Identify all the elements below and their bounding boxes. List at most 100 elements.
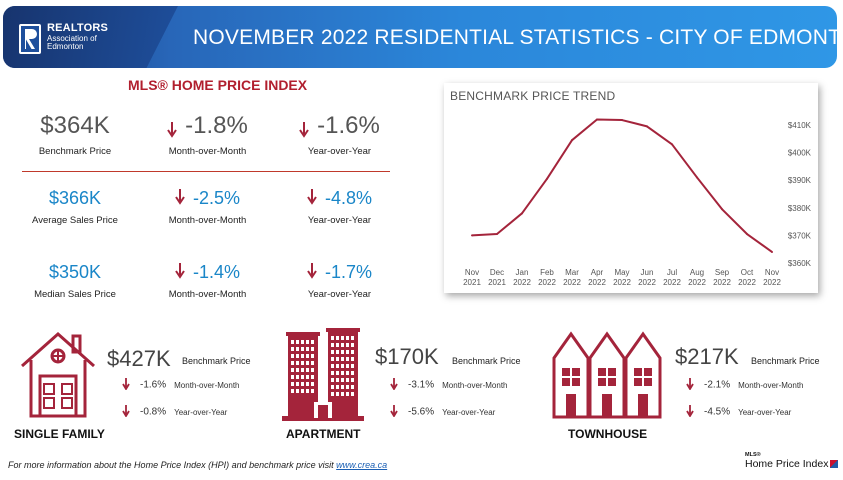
realtors-logo-icon (19, 24, 41, 54)
data-point (671, 143, 673, 146)
window-mark (346, 392, 349, 396)
data-point (771, 250, 773, 253)
page-title: NOVEMBER 2022 RESIDENTIAL STATISTICS - C… (193, 26, 837, 49)
window-mark (336, 385, 339, 389)
townhouse-price: $217K (675, 344, 739, 369)
single-family-yoy-value: -0.8% (140, 406, 167, 418)
apartment-mom: -3.1% Month-over-Month (390, 378, 507, 391)
down-arrow-icon (307, 263, 317, 280)
window-mark (346, 336, 349, 340)
benchmark-yoy-value: -1.6% (317, 112, 380, 139)
average-price-value: $366K (48, 188, 102, 208)
hpi-section-title: MLS® HOME PRICE INDEX (128, 77, 308, 93)
logo-line-3: Edmonton (47, 41, 84, 51)
window-mark (331, 378, 334, 382)
average-mom-cell: -2.5% Month-over-Month (150, 188, 265, 226)
apartment-mom-value: -3.1% (408, 379, 435, 391)
window-mark (351, 385, 354, 389)
window-mark (311, 382, 314, 386)
window-mark (301, 375, 304, 379)
series-line (471, 118, 773, 253)
down-arrow-icon (307, 189, 317, 206)
window-mark (291, 382, 294, 386)
window-mark (341, 392, 344, 396)
window-mark (351, 371, 354, 375)
y-tick-label: $360K (788, 259, 812, 268)
data-point (621, 119, 623, 122)
y-tick-label: $390K (788, 176, 812, 185)
crea-link[interactable]: www.crea.ca (336, 460, 388, 470)
x-tick-label: Sep 2022 (713, 268, 731, 287)
down-arrow-icon (390, 378, 398, 391)
window-mark (341, 343, 344, 347)
median-price-value: $350K (48, 262, 102, 282)
benchmark-price-label: Benchmark Price (38, 146, 112, 157)
window-mark (301, 347, 304, 351)
mls-logo-bottom: Home Price Index (745, 457, 829, 470)
type-townhouse: TOWNHOUSE $217K Benchmark Price -2.1% Mon… (552, 320, 837, 441)
window-mark (341, 357, 344, 361)
data-point (721, 208, 723, 211)
window-mark (351, 350, 354, 354)
window-mark (311, 354, 314, 358)
x-tick-label: Jul 2022 (663, 268, 681, 287)
window-mark (341, 336, 344, 340)
y-tick-label: $380K (788, 204, 812, 213)
townhouse-mom-label: Month-over-Month (738, 380, 804, 390)
window-mark (311, 347, 314, 351)
window-mark (291, 347, 294, 351)
single-family-yoy-label: Year-over-Year (174, 407, 228, 417)
apartment-yoy-label: Year-over-Year (442, 407, 496, 417)
median-yoy-label: Year-over-Year (307, 289, 372, 300)
data-point (521, 212, 523, 215)
window-mark (301, 361, 304, 365)
window-mark (351, 378, 354, 382)
house-icon (21, 331, 95, 418)
window-mark (351, 392, 354, 396)
type-apartment: APARTMENT $170K Benchmark Price -3.1% Mon… (280, 320, 550, 441)
x-tick-label: Aug 2022 (688, 268, 706, 287)
x-tick-label: Dec 2021 (488, 268, 506, 287)
y-tick-label: $370K (788, 231, 812, 240)
window-mark (306, 382, 309, 386)
window-mark (301, 382, 304, 386)
data-point (496, 233, 498, 236)
apartment-label: APARTMENT (286, 427, 361, 441)
window-mark (291, 389, 294, 393)
window-mark (331, 350, 334, 354)
average-mom-label: Month-over-Month (168, 215, 247, 226)
data-point (596, 118, 598, 121)
window-mark (346, 343, 349, 347)
window-mark (331, 343, 334, 347)
x-tick-label: Nov 2022 (763, 268, 781, 287)
y-tick-label: $400K (788, 149, 812, 158)
data-point (571, 139, 573, 142)
window-mark (331, 371, 334, 375)
mls-hpi-logo: MLS® Home Price Index (745, 452, 839, 470)
window-mark (311, 361, 314, 365)
median-price-cell: $350K Median Sales Price (20, 262, 130, 300)
window-mark (351, 336, 354, 340)
data-point (746, 233, 748, 236)
footer-note: For more information about the Home Pric… (8, 460, 387, 470)
window-mark (331, 392, 334, 396)
window-mark (291, 361, 294, 365)
down-arrow-icon (686, 405, 694, 418)
window-mark (291, 354, 294, 358)
benchmark-price-value: $364K (40, 112, 110, 139)
logo-line-1: REALTORS (47, 22, 109, 34)
window-mark (306, 375, 309, 379)
window-mark (301, 354, 304, 358)
window-mark (306, 340, 309, 344)
section-divider (22, 171, 390, 172)
x-tick-label: Mar 2022 (563, 268, 581, 287)
window-mark (336, 357, 339, 361)
average-mom-value: -2.5% (192, 188, 241, 208)
window-mark (346, 371, 349, 375)
window-mark (351, 343, 354, 347)
median-mom-cell: -1.4% Month-over-Month (150, 262, 265, 300)
average-price-label: Average Sales Price (32, 215, 118, 226)
data-point (471, 234, 473, 237)
window-mark (311, 375, 314, 379)
window-mark (336, 350, 339, 354)
